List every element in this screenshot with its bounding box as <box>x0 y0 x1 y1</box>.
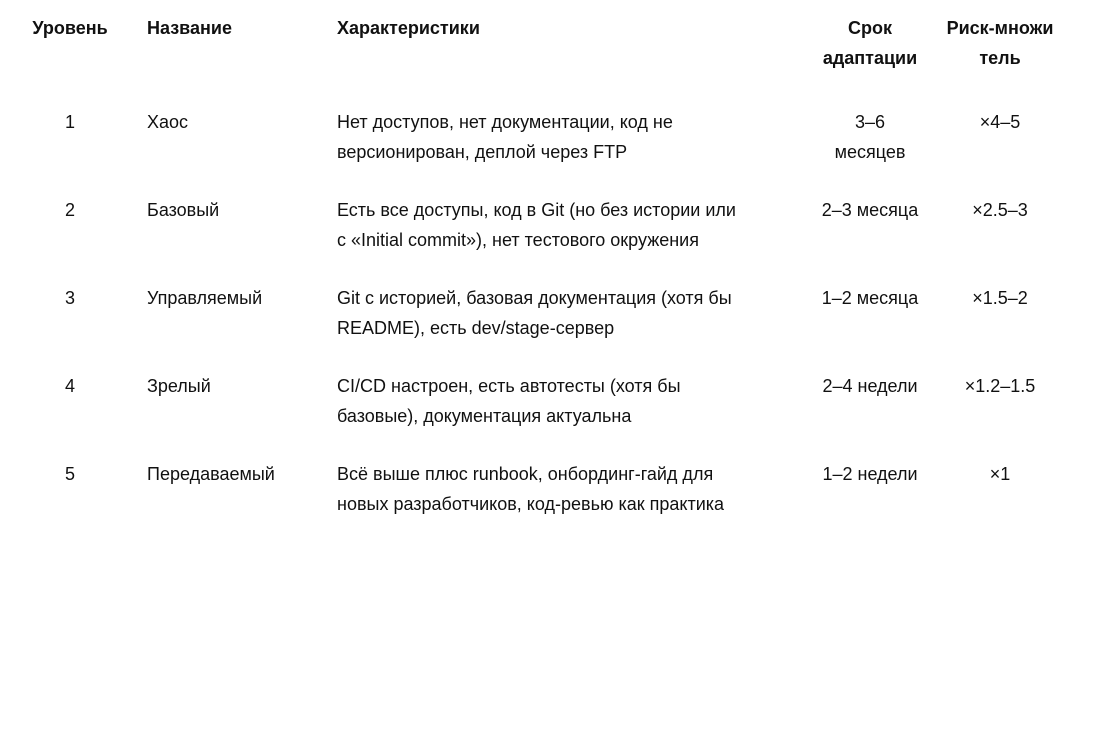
cell-adaptation: 3–6 месяцев <box>834 112 906 162</box>
cell-characteristics: Git с историей, базовая документация (хо… <box>337 288 732 338</box>
cell-risk: ×2.5–3 <box>972 200 1028 220</box>
cell-characteristics: CI/CD настроен, есть автотесты (хотя бы … <box>337 376 681 426</box>
cell-adaptation: 2–4 недели <box>822 376 918 396</box>
table-row: 3 Управляемый Git с историей, базовая до… <box>0 283 1110 343</box>
cell-level: 5 <box>64 464 75 484</box>
cell-adaptation: 1–2 месяца <box>821 288 919 308</box>
header-characteristics: Характеристики <box>337 18 480 38</box>
cell-risk: ×4–5 <box>979 112 1021 132</box>
header-adaptation: Срок адаптации <box>822 18 918 68</box>
cell-adaptation: 2–3 месяца <box>821 200 919 220</box>
cell-level: 3 <box>64 288 75 308</box>
cell-name: Хаос <box>147 112 189 132</box>
cell-name: Базовый <box>147 200 220 220</box>
cell-level: 1 <box>64 112 75 132</box>
cell-name: Зрелый <box>147 376 211 396</box>
table-row: 4 Зрелый CI/CD настроен, есть автотесты … <box>0 371 1110 431</box>
header-level: Уровень <box>32 18 108 38</box>
maturity-levels-table: Уровень Название Характеристики Срок ада… <box>0 13 1110 547</box>
cell-name: Управляемый <box>147 288 263 308</box>
table-row: 2 Базовый Есть все доступы, код в Git (н… <box>0 195 1110 255</box>
cell-level: 2 <box>64 200 75 220</box>
cell-adaptation: 1–2 недели <box>822 464 918 484</box>
header-name: Название <box>147 18 232 38</box>
cell-risk: ×1.2–1.5 <box>964 376 1036 396</box>
cell-risk: ×1.5–2 <box>972 288 1028 308</box>
cell-characteristics: Всё выше плюс runbook, онбординг-гайд дл… <box>337 464 725 514</box>
table-row: 5 Передаваемый Всё выше плюс runbook, он… <box>0 459 1110 519</box>
table-row: 1 Хаос Нет доступов, нет документации, к… <box>0 107 1110 167</box>
header-risk: Риск-множитель <box>946 18 1054 68</box>
cell-name: Передаваемый <box>147 464 275 484</box>
cell-characteristics: Нет доступов, нет документации, код не в… <box>337 112 673 162</box>
cell-characteristics: Есть все доступы, код в Git (но без исто… <box>337 200 736 250</box>
cell-level: 4 <box>64 376 75 396</box>
cell-risk: ×1 <box>989 464 1011 484</box>
table-header-row: Уровень Название Характеристики Срок ада… <box>0 13 1110 73</box>
